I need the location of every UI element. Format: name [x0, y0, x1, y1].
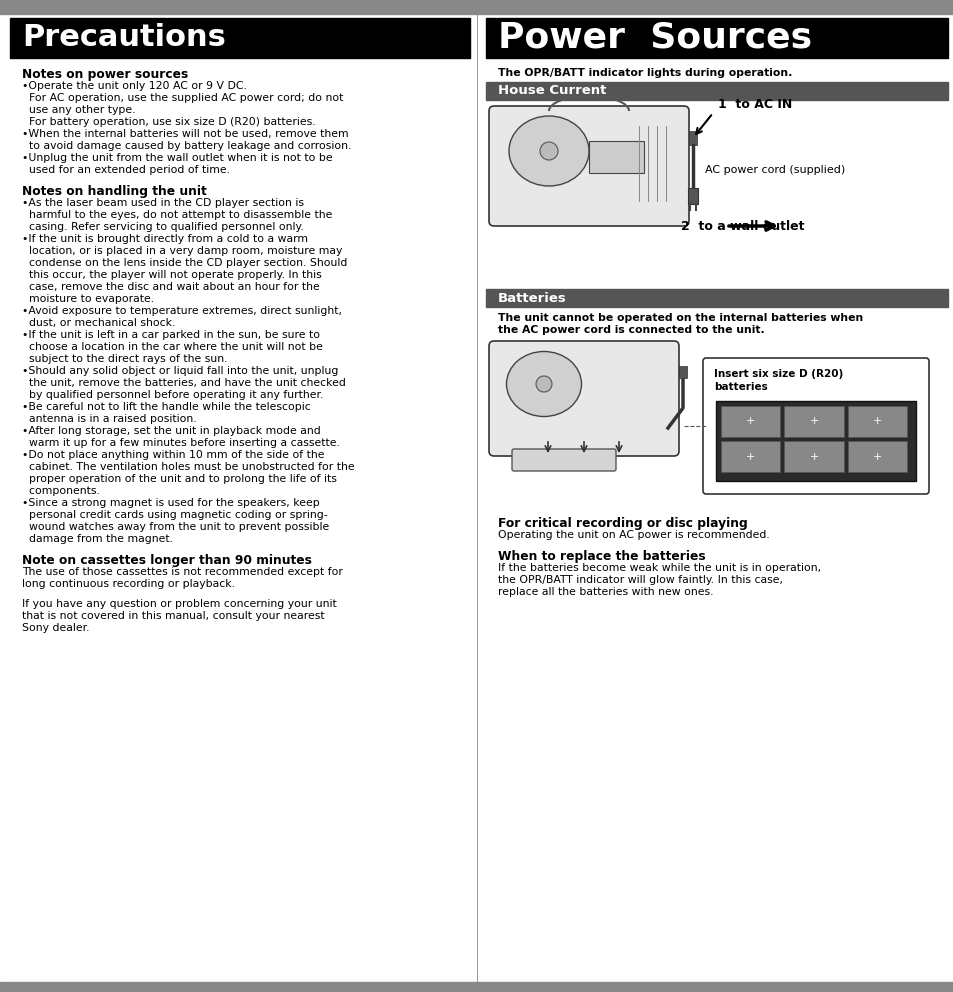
- Text: •Be careful not to lift the handle while the telescopic: •Be careful not to lift the handle while…: [22, 402, 311, 412]
- Text: •Avoid exposure to temperature extremes, direct sunlight,: •Avoid exposure to temperature extremes,…: [22, 306, 341, 316]
- Text: If the batteries become weak while the unit is in operation,: If the batteries become weak while the u…: [497, 563, 821, 573]
- Text: •Do not place anything within 10 mm of the side of the: •Do not place anything within 10 mm of t…: [22, 450, 324, 460]
- Text: proper operation of the unit and to prolong the life of its: proper operation of the unit and to prol…: [22, 474, 336, 484]
- Text: the AC power cord is connected to the unit.: the AC power cord is connected to the un…: [497, 325, 764, 335]
- Text: dust, or mechanical shock.: dust, or mechanical shock.: [22, 318, 175, 328]
- Text: Operating the unit on AC power is recommended.: Operating the unit on AC power is recomm…: [497, 530, 769, 540]
- Bar: [783, 406, 842, 437]
- Text: •As the laser beam used in the CD player section is: •As the laser beam used in the CD player…: [22, 198, 304, 208]
- Text: Power  Sources: Power Sources: [497, 21, 811, 55]
- Ellipse shape: [539, 142, 558, 160]
- FancyBboxPatch shape: [489, 341, 679, 456]
- Ellipse shape: [509, 116, 588, 186]
- Bar: [847, 406, 906, 437]
- Bar: [485, 18, 947, 58]
- Text: casing. Refer servicing to qualified personnel only.: casing. Refer servicing to qualified per…: [22, 222, 303, 232]
- Text: damage from the magnet.: damage from the magnet.: [22, 534, 172, 544]
- Text: this occur, the player will not operate properly. In this: this occur, the player will not operate …: [22, 270, 321, 280]
- Text: the OPR/BATT indicator will glow faintly. In this case,: the OPR/BATT indicator will glow faintly…: [497, 575, 782, 585]
- Text: cabinet. The ventilation holes must be unobstructed for the: cabinet. The ventilation holes must be u…: [22, 462, 355, 472]
- FancyBboxPatch shape: [512, 449, 616, 471]
- Bar: [485, 82, 947, 100]
- Text: +: +: [808, 417, 818, 427]
- Text: •Since a strong magnet is used for the speakers, keep: •Since a strong magnet is used for the s…: [22, 498, 319, 508]
- Ellipse shape: [506, 351, 581, 417]
- Text: 2  to a wall outlet: 2 to a wall outlet: [680, 219, 803, 232]
- Bar: [679, 366, 686, 378]
- Text: harmful to the eyes, do not attempt to disassemble the: harmful to the eyes, do not attempt to d…: [22, 210, 332, 220]
- Bar: [687, 188, 698, 204]
- Text: Sony dealer.: Sony dealer.: [22, 623, 90, 633]
- Text: moisture to evaporate.: moisture to evaporate.: [22, 294, 154, 304]
- Text: The use of those cassettes is not recommended except for: The use of those cassettes is not recomm…: [22, 567, 342, 577]
- Text: For critical recording or disc playing: For critical recording or disc playing: [497, 517, 747, 530]
- Text: to avoid damage caused by battery leakage and corrosion.: to avoid damage caused by battery leakag…: [22, 141, 351, 151]
- Bar: [588, 141, 643, 173]
- Text: House Current: House Current: [497, 84, 606, 97]
- Text: •Should any solid object or liquid fall into the unit, unplug: •Should any solid object or liquid fall …: [22, 366, 338, 376]
- Text: The OPR/BATT indicator lights during operation.: The OPR/BATT indicator lights during ope…: [497, 68, 792, 78]
- Bar: [847, 441, 906, 472]
- Text: +: +: [745, 417, 755, 427]
- Bar: [0, 0, 953, 14]
- Text: warm it up for a few minutes before inserting a cassette.: warm it up for a few minutes before inse…: [22, 438, 339, 448]
- Bar: [688, 131, 697, 145]
- Text: +: +: [745, 451, 755, 461]
- Text: Insert six size D (R20): Insert six size D (R20): [713, 369, 842, 379]
- Text: use any other type.: use any other type.: [22, 105, 135, 115]
- Text: components.: components.: [22, 486, 100, 496]
- Text: the unit, remove the batteries, and have the unit checked: the unit, remove the batteries, and have…: [22, 378, 346, 388]
- Ellipse shape: [536, 376, 552, 392]
- Text: 1  to AC IN: 1 to AC IN: [718, 98, 791, 111]
- Text: For battery operation, use six size D (R20) batteries.: For battery operation, use six size D (R…: [22, 117, 315, 127]
- Bar: [485, 289, 947, 307]
- Text: •Unplug the unit from the wall outlet when it is not to be: •Unplug the unit from the wall outlet wh…: [22, 153, 333, 163]
- Text: +: +: [872, 417, 882, 427]
- Text: •If the unit is left in a car parked in the sun, be sure to: •If the unit is left in a car parked in …: [22, 330, 319, 340]
- Text: Precautions: Precautions: [22, 24, 226, 53]
- Text: subject to the direct rays of the sun.: subject to the direct rays of the sun.: [22, 354, 227, 364]
- Bar: [10, 18, 470, 58]
- Bar: [0, 982, 953, 992]
- Text: The unit cannot be operated on the internal batteries when: The unit cannot be operated on the inter…: [497, 313, 862, 323]
- Text: wound watches away from the unit to prevent possible: wound watches away from the unit to prev…: [22, 522, 329, 532]
- FancyBboxPatch shape: [489, 106, 688, 226]
- Text: condense on the lens inside the CD player section. Should: condense on the lens inside the CD playe…: [22, 258, 347, 268]
- Text: Notes on power sources: Notes on power sources: [22, 68, 188, 81]
- Text: For AC operation, use the supplied AC power cord; do not: For AC operation, use the supplied AC po…: [22, 93, 343, 103]
- Text: personal credit cards using magnetic coding or spring-: personal credit cards using magnetic cod…: [22, 510, 327, 520]
- Text: •Operate the unit only 120 AC or 9 V DC.: •Operate the unit only 120 AC or 9 V DC.: [22, 81, 247, 91]
- Text: •After long storage, set the unit in playback mode and: •After long storage, set the unit in pla…: [22, 426, 320, 436]
- Text: •If the unit is brought directly from a cold to a warm: •If the unit is brought directly from a …: [22, 234, 308, 244]
- FancyBboxPatch shape: [702, 358, 928, 494]
- Bar: [716, 401, 915, 481]
- Bar: [783, 441, 842, 472]
- Text: AC power cord (supplied): AC power cord (supplied): [704, 165, 844, 175]
- Text: Notes on handling the unit: Notes on handling the unit: [22, 185, 207, 198]
- Text: +: +: [808, 451, 818, 461]
- Text: by qualified personnel before operating it any further.: by qualified personnel before operating …: [22, 390, 323, 400]
- Text: location, or is placed in a very damp room, moisture may: location, or is placed in a very damp ro…: [22, 246, 342, 256]
- Text: used for an extended period of time.: used for an extended period of time.: [22, 165, 230, 175]
- Bar: [720, 441, 780, 472]
- Text: •When the internal batteries will not be used, remove them: •When the internal batteries will not be…: [22, 129, 348, 139]
- Text: batteries: batteries: [713, 382, 767, 392]
- Text: +: +: [872, 451, 882, 461]
- Text: antenna is in a raised position.: antenna is in a raised position.: [22, 414, 196, 424]
- Bar: [720, 406, 780, 437]
- Text: that is not covered in this manual, consult your nearest: that is not covered in this manual, cons…: [22, 611, 324, 621]
- Text: When to replace the batteries: When to replace the batteries: [497, 550, 705, 563]
- Text: If you have any question or problem concerning your unit: If you have any question or problem conc…: [22, 599, 336, 609]
- Text: Note on cassettes longer than 90 minutes: Note on cassettes longer than 90 minutes: [22, 554, 312, 567]
- Text: long continuous recording or playback.: long continuous recording or playback.: [22, 579, 234, 589]
- Text: choose a location in the car where the unit will not be: choose a location in the car where the u…: [22, 342, 322, 352]
- Text: Batteries: Batteries: [497, 292, 566, 305]
- Text: case, remove the disc and wait about an hour for the: case, remove the disc and wait about an …: [22, 282, 319, 292]
- Text: replace all the batteries with new ones.: replace all the batteries with new ones.: [497, 587, 713, 597]
